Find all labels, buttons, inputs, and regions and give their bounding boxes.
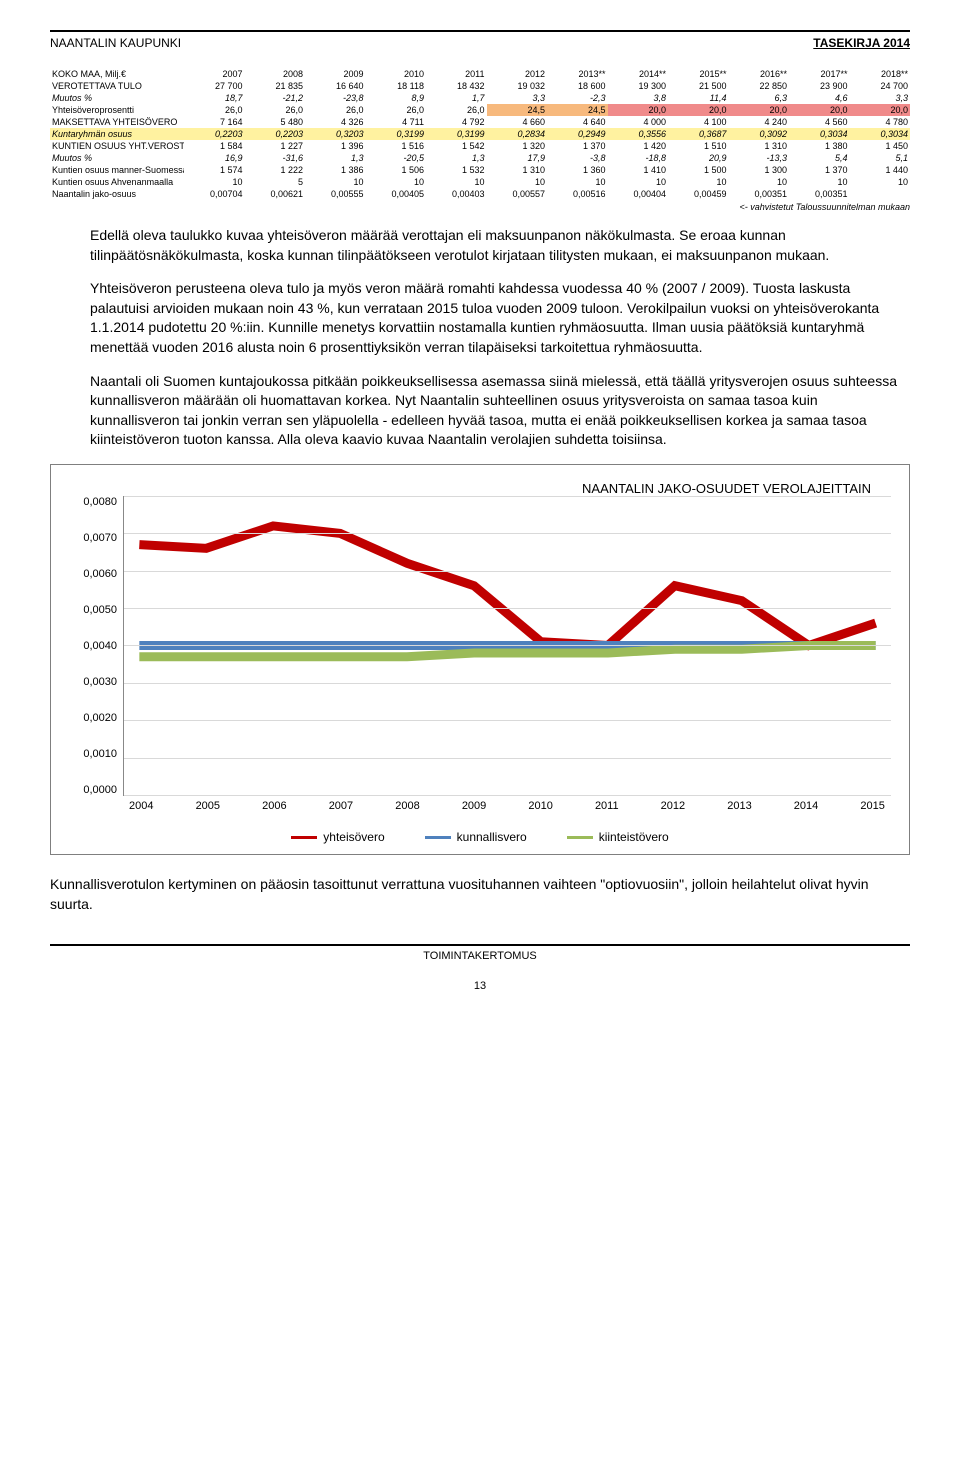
table-row: MAKSETTAVA YHTEISÖVERO7 1645 4804 3264 7… [50,116,910,128]
chart-plot [123,496,891,796]
table-year: 2012 [487,68,548,80]
table-row: KUNTIEN OSUUS YHT.VEROSTA1 5841 2271 396… [50,140,910,152]
table-year: 2017** [789,68,850,80]
table-row: Kuntien osuus Ahvenanmaalla1051010101010… [50,176,910,188]
header-right: TASEKIRJA 2014 [813,36,910,50]
data-table: KOKO MAA, Milj.€200720082009201020112012… [50,68,910,200]
body-paragraph: Yhteisöveron perusteena oleva tulo ja my… [90,279,910,357]
table-note: <- vahvistetut Taloussuunnitelman mukaan [50,202,910,212]
chart-container: NAANTALIN JAKO-OSUUDET VEROLAJEITTAIN 0,… [50,464,910,855]
chart-title: NAANTALIN JAKO-OSUUDET VEROLAJEITTAIN [69,481,891,496]
table-row: Kuntien osuus manner-Suomessa1 5741 2221… [50,164,910,176]
header-rule [50,30,910,32]
table-year: 2016** [729,68,790,80]
table-year: 2013** [547,68,608,80]
table-row: Yhteisöveroprosentti26,026,026,026,026,0… [50,104,910,116]
chart-series-yhteisövero [139,526,875,646]
table-year: 2009 [305,68,366,80]
body-paragraph: Naantali oli Suomen kuntajoukossa pitkää… [90,372,910,450]
table-corner: KOKO MAA, Milj.€ [50,68,184,80]
body-paragraph: Edellä oleva taulukko kuvaa yhteisöveron… [90,226,910,265]
table-year: 2018** [850,68,911,80]
table-row: Kuntaryhmän osuus0,22030,22030,32030,319… [50,128,910,140]
table-row: VEROTETTAVA TULO27 70021 83516 64018 118… [50,80,910,92]
table-year: 2011 [426,68,487,80]
legend-item: yhteisövero [291,830,384,844]
page-header: NAANTALIN KAUPUNKI TASEKIRJA 2014 [50,36,910,50]
chart-y-axis: 0,00800,00700,00600,00500,00400,00300,00… [69,496,123,796]
after-chart-paragraph: Kunnallisverotulon kertyminen on pääosin… [50,875,910,914]
footer-label: TOIMINTAKERTOMUS [423,950,536,962]
table-year: 2014** [608,68,669,80]
footer-rule [50,944,910,946]
legend-item: kunnallisvero [425,830,527,844]
table-row: Muutos %16,9-31,61,3-20,51,317,9-3,8-18,… [50,152,910,164]
chart-legend: yhteisövero kunnallisvero kiinteistövero [69,830,891,844]
table-row: Naantalin jako-osuus0,007040,006210,0055… [50,188,910,200]
legend-item: kiinteistövero [567,830,669,844]
table-year: 2015** [668,68,729,80]
table-year: 2007 [184,68,245,80]
page-number: 13 [50,980,910,992]
table-year: 2008 [245,68,306,80]
chart-x-axis: 2004200520062007200820092010201120122013… [123,796,891,812]
table-year: 2010 [366,68,427,80]
header-left: NAANTALIN KAUPUNKI [50,36,181,50]
table-row: Muutos %18,7-21,2-23,88,91,73,3-2,33,811… [50,92,910,104]
